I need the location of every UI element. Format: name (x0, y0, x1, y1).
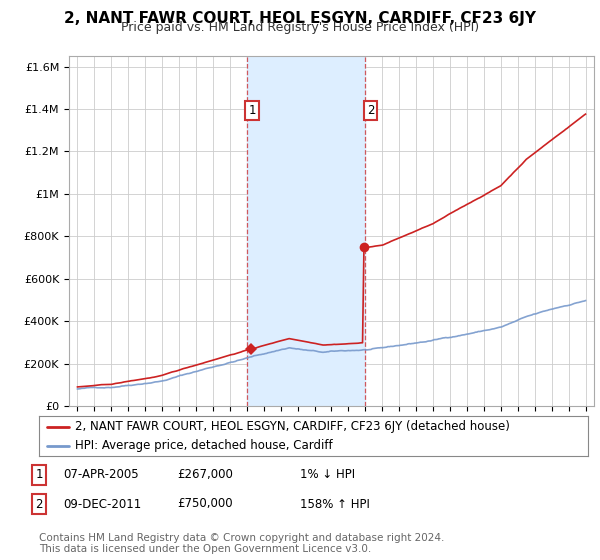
Text: 07-APR-2005: 07-APR-2005 (63, 468, 139, 482)
Text: 1: 1 (248, 104, 256, 116)
Text: 2, NANT FAWR COURT, HEOL ESGYN, CARDIFF, CF23 6JY: 2, NANT FAWR COURT, HEOL ESGYN, CARDIFF,… (64, 11, 536, 26)
Text: 1: 1 (35, 468, 43, 482)
Text: 158% ↑ HPI: 158% ↑ HPI (300, 497, 370, 511)
Text: 2: 2 (35, 497, 43, 511)
Text: £750,000: £750,000 (177, 497, 233, 511)
Text: Contains HM Land Registry data © Crown copyright and database right 2024.
This d: Contains HM Land Registry data © Crown c… (39, 533, 445, 554)
Text: 1% ↓ HPI: 1% ↓ HPI (300, 468, 355, 482)
Text: 2, NANT FAWR COURT, HEOL ESGYN, CARDIFF, CF23 6JY (detached house): 2, NANT FAWR COURT, HEOL ESGYN, CARDIFF,… (74, 420, 509, 433)
Text: £267,000: £267,000 (177, 468, 233, 482)
Bar (247, 56, 365, 406)
Text: 2: 2 (367, 104, 374, 116)
Text: 09-DEC-2011: 09-DEC-2011 (63, 497, 141, 511)
Text: HPI: Average price, detached house, Cardiff: HPI: Average price, detached house, Card… (74, 440, 332, 452)
Text: Price paid vs. HM Land Registry's House Price Index (HPI): Price paid vs. HM Land Registry's House … (121, 21, 479, 34)
